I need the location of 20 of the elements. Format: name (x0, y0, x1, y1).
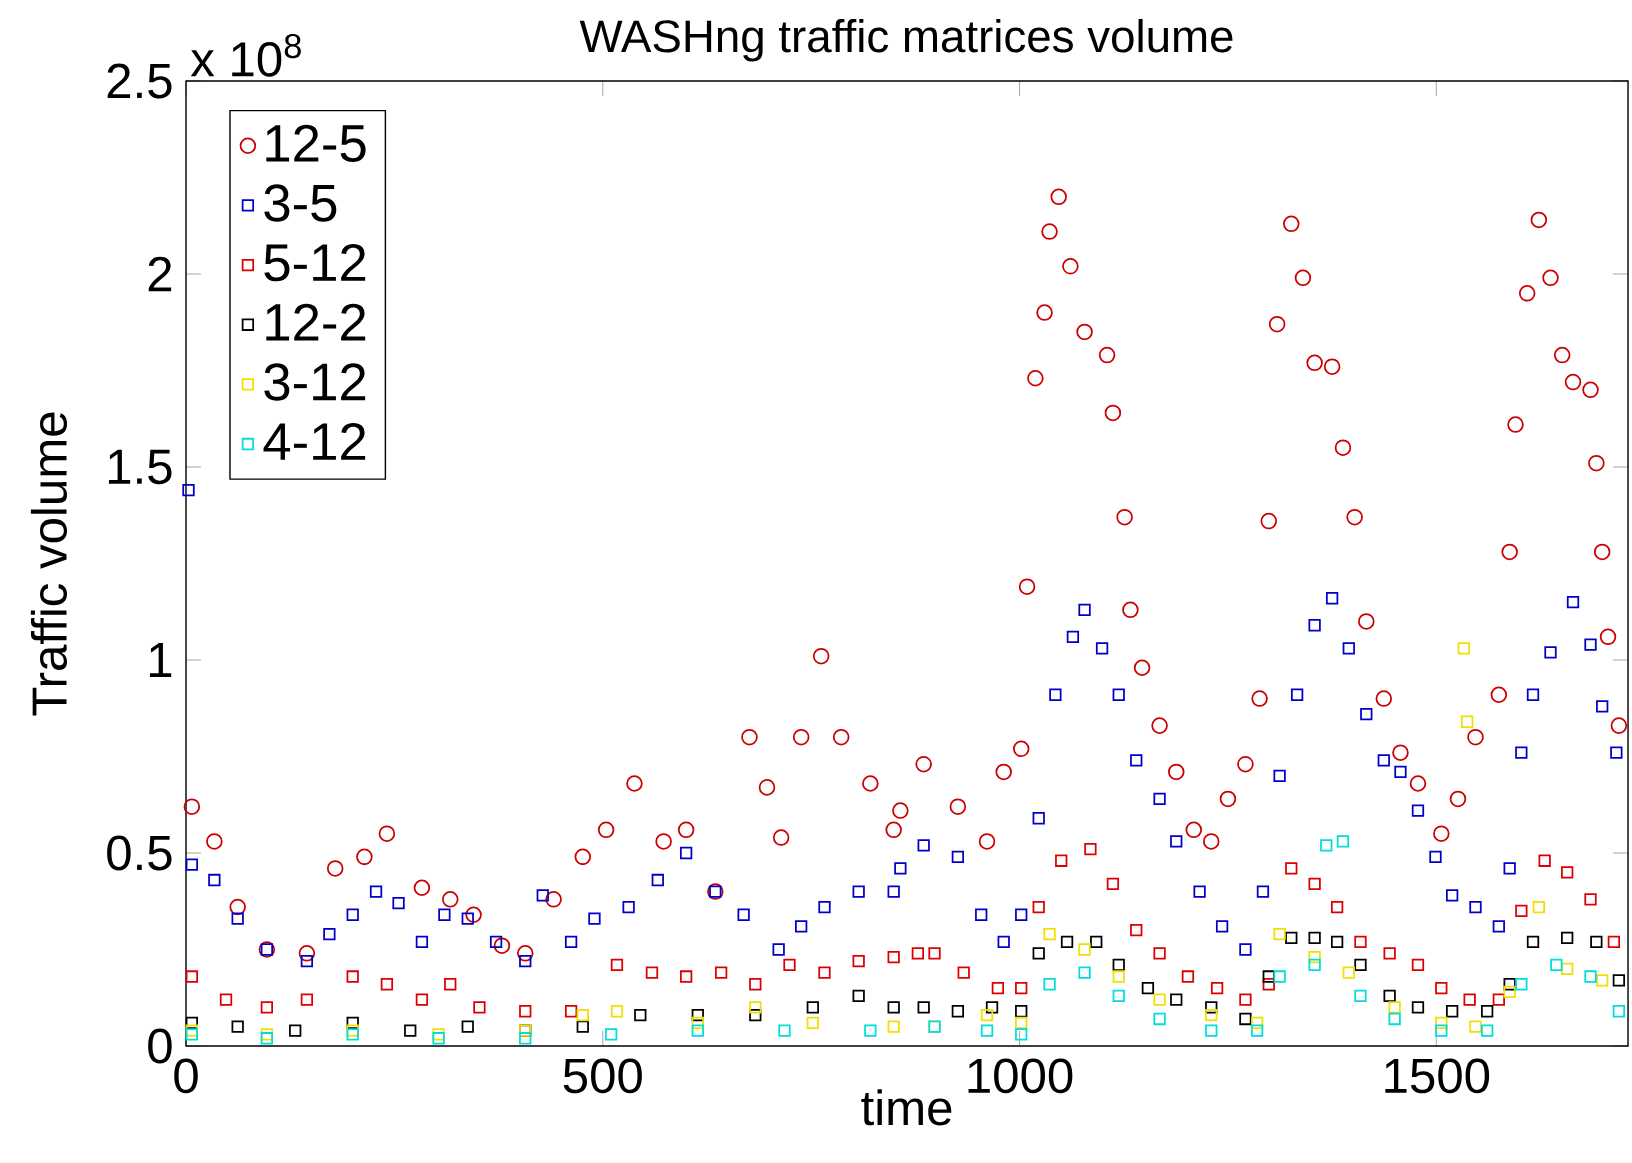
legend-label: 3-12 (264, 363, 366, 401)
chart-title: WASHng traffic matrices volume (579, 18, 1233, 62)
legend-label: 4-12 (263, 422, 366, 460)
y-tick-label: 0.5 (107, 835, 172, 871)
y-tick-label: 1.5 (108, 449, 172, 485)
legend-label: 3-5 (264, 184, 337, 222)
y-tick-label: 1 (149, 643, 172, 677)
x-tick-label: 500 (563, 1058, 642, 1094)
y-tick-label: 2 (148, 256, 172, 292)
legend-label: 5-12 (264, 244, 366, 282)
y-axis-title: Traffic volume (30, 412, 68, 716)
x-tick-label: 0 (174, 1058, 198, 1094)
y-tick-label: 0 (148, 1028, 172, 1064)
text: x 10$^{8}$ (190, 33, 301, 77)
x-tick-label: 1000 (968, 1058, 1073, 1094)
y-tick-label: 2.5 (107, 63, 172, 99)
legend-label: 12-5 (266, 124, 366, 163)
legend-label: 12-2 (266, 303, 366, 341)
x-tick-label: 1500 (1385, 1058, 1490, 1094)
x-axis-title: time (861, 1089, 952, 1126)
